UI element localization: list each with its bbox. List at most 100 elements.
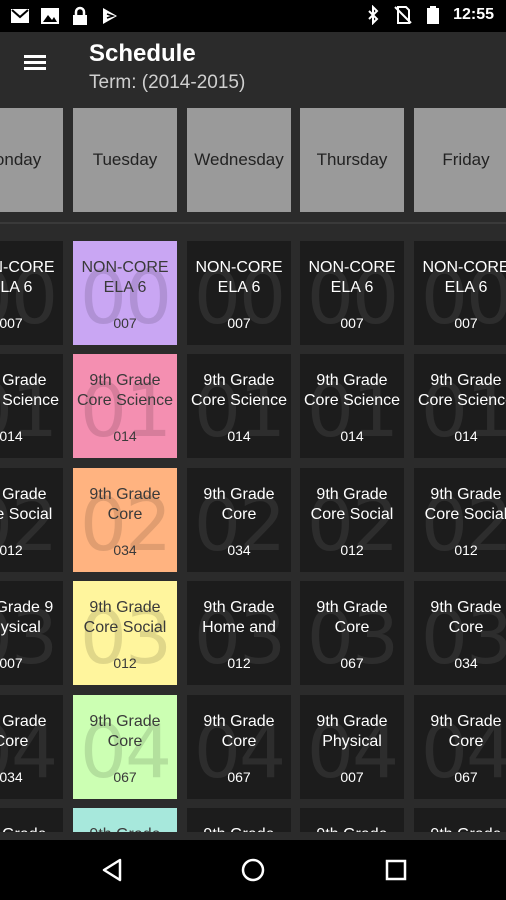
term-subtitle: Term: (2014-2015) [89,72,246,93]
play-store-icon [103,8,117,24]
day-header-thursday[interactable]: Thursday [300,108,404,212]
room-number: 067 [340,655,364,671]
schedule-cell[interactable]: 059th Grade [187,808,291,832]
class-name-line1: 9th Grade [187,826,291,832]
class-name-line1: 9th Grade [316,486,388,503]
schedule-cell[interactable]: 059th Grade [73,808,177,832]
class-name-line2: Core Science [303,392,401,409]
room-number: 014 [0,428,23,444]
clock: 12:55 [453,6,494,23]
schedule-cell[interactable]: 04 9th Grade Core 067 [73,695,177,799]
schedule-cell[interactable]: 04 9th Grade Core 067 [414,695,506,799]
room-number: 067 [113,769,137,785]
period-number: 03 [193,595,286,681]
class-name-line1: 9th Grade [430,486,502,503]
schedule-cell[interactable]: 04 9th Grade Physical 007 [300,695,404,799]
battery-icon [427,6,440,24]
class-name-line1: 9th Grade [430,713,502,730]
schedule-cell[interactable]: 059th Grade [414,808,506,832]
day-header-row: Monday Tuesday Wednesday Thursday Friday [0,108,506,214]
period-number: 02 [420,482,506,568]
recents-icon[interactable] [380,854,412,886]
page-title: Schedule [89,40,196,67]
schedule-cell[interactable]: 02 9th Grade Core 034 [187,468,291,572]
period-number: 05 [300,822,404,832]
class-name-line2: Physical [322,733,382,750]
class-name-line2: Core [448,733,484,750]
room-number: 012 [340,542,364,558]
back-icon[interactable] [96,854,128,886]
schedule-cell[interactable]: 04 9th Grade Core 067 [187,695,291,799]
menu-icon[interactable] [22,52,48,78]
day-header-tuesday[interactable]: Tuesday [73,108,177,212]
period-number: 05 [0,822,63,832]
period-number: 02 [0,482,58,568]
class-name-line1: 9th Grade [89,599,161,616]
class-name-line2: Core Science [76,392,174,409]
class-name-line1: 9th Grade [0,826,63,832]
class-name-line1: 9th Grade [316,713,388,730]
schedule-cell[interactable]: 03 9th Grade Core 034 [414,581,506,685]
period-number: 04 [193,709,286,795]
class-name-line2: Core Social [0,506,53,523]
room-number: 067 [227,769,251,785]
day-header-monday[interactable]: Monday [0,108,63,212]
schedule-cell[interactable]: 03 9th Grade Home and 012 [187,581,291,685]
class-name-line2: Home and [202,619,276,636]
class-name-line2: Core Social [310,506,394,523]
class-name-line2: Core Science [417,392,506,409]
class-name-line1: NON-CORE [81,259,169,276]
class-name-line2: ELA 6 [103,279,147,296]
room-number: 007 [340,315,364,331]
class-name-line2: ELA 6 [217,279,261,296]
schedule-cell[interactable]: 03 9th Grade Core Social 012 [73,581,177,685]
period-number: 01 [0,368,58,454]
class-name-line2: ELA 6 [0,279,33,296]
class-name-line2: Core [0,733,29,750]
class-name-line1: 9th Grade [300,826,404,832]
schedule-cell[interactable]: 02 9th Grade Core 034 [73,468,177,572]
period-number: 02 [306,482,399,568]
room-number: 007 [340,769,364,785]
class-name-line2: Core [221,733,257,750]
period-number: 01 [306,368,399,454]
room-number: 034 [227,542,251,558]
day-header-friday[interactable]: Friday [414,108,506,212]
app-bar: Schedule Term: (2014-2015) [0,32,506,98]
day-header-wednesday[interactable]: Wednesday [187,108,291,212]
schedule-cell[interactable]: 059th Grade [0,808,63,832]
schedule-cell[interactable]: 059th Grade [300,808,404,832]
class-name-line1: 9th Grade [203,599,275,616]
home-icon[interactable] [237,854,269,886]
period-number: 03 [306,595,399,681]
class-name-line2: Core [448,619,484,636]
class-name-line1: NON-CORE [195,259,283,276]
class-name-line1: 9th Grade [414,826,506,832]
class-name-line2: Core [107,506,143,523]
gmail-icon [11,9,29,23]
room-number: 012 [0,542,23,558]
class-name-line2: Physical [0,619,41,636]
room-number: 007 [227,315,251,331]
schedule-cell[interactable]: 03 9th Grade Core 067 [300,581,404,685]
class-name-line1: 9th Grade [203,372,275,389]
class-name-line2: ELA 6 [330,279,374,296]
class-name-line2: Core [334,619,370,636]
class-name-line1: 9th Grade [0,486,47,503]
